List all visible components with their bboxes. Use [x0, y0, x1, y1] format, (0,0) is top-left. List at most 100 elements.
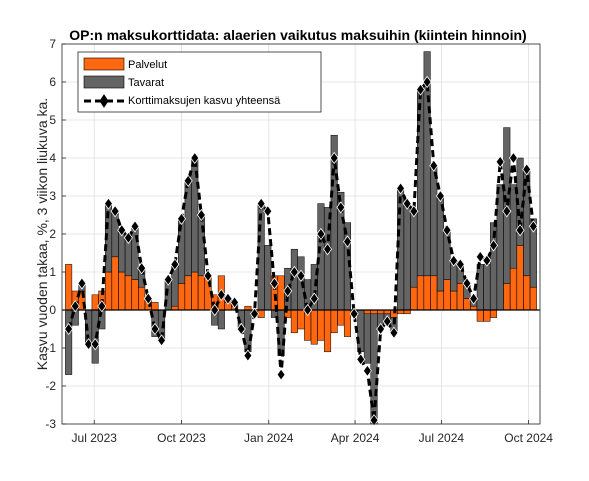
bar-tavarat — [476, 264, 484, 311]
y-tick-label: 7 — [49, 37, 56, 51]
bar-palvelut — [529, 286, 537, 311]
marker-total — [508, 151, 518, 165]
marker-total — [402, 197, 412, 210]
bar-palvelut — [324, 309, 332, 353]
bar-tavarat — [403, 203, 411, 311]
bar-palvelut — [197, 275, 205, 311]
bar-tavarat — [509, 184, 517, 269]
marker-total — [170, 258, 180, 271]
marker-total — [528, 220, 538, 233]
marker-total — [289, 265, 299, 279]
bar-palvelut — [290, 309, 298, 334]
marker-total — [236, 322, 246, 336]
x-axis-ticks: Jul 2023 Oct 2023 Jan 2024 Apr 2024 Jul 2024… — [72, 420, 553, 445]
marker-total — [356, 353, 366, 366]
y-tick-label: 5 — [49, 113, 56, 127]
y-axis-label: Kasvu vuoden takaa, %, 3 viikon liukuva … — [34, 98, 50, 370]
y-tick-label: -3 — [45, 417, 56, 431]
bar-tavarat — [397, 188, 405, 311]
bar-palvelut — [297, 309, 305, 330]
marker-total — [462, 277, 472, 290]
bar-tavarat — [65, 309, 73, 375]
x-tick-label: Oct 2024 — [504, 431, 553, 445]
bar-palvelut — [191, 271, 199, 311]
bar-palvelut — [456, 283, 464, 311]
bar-palvelut — [436, 290, 444, 311]
bar-tavarat — [483, 264, 491, 311]
chart-title: OP:n maksukorttidata: alaerien vaikutus … — [69, 27, 526, 43]
bar-palvelut — [503, 283, 511, 311]
bar-palvelut — [118, 271, 126, 311]
marker-total — [515, 224, 525, 237]
bar-tavarat — [324, 207, 332, 311]
bar-palvelut — [151, 302, 159, 311]
marker-total — [190, 151, 200, 165]
y-tick-label: 4 — [49, 151, 56, 165]
marker-total — [203, 269, 213, 282]
marker-total — [429, 159, 439, 172]
marker-total — [349, 307, 359, 320]
bar-tavarat — [423, 51, 431, 277]
bar-palvelut — [523, 275, 531, 311]
bar-palvelut — [509, 267, 517, 311]
marker-total — [329, 151, 339, 165]
bar-palvelut — [483, 309, 491, 322]
marker-total — [502, 205, 512, 218]
bar-tavarat — [131, 226, 139, 280]
legend-label-total: Korttimaksujen kasvu yhteensä — [128, 95, 281, 107]
y-tick-label: 6 — [49, 75, 56, 89]
marker-total — [283, 284, 293, 298]
marker-total — [362, 364, 372, 377]
bar-palvelut — [91, 294, 99, 311]
x-tick-label: Jul 2024 — [419, 431, 465, 445]
bar-tavarat — [197, 214, 205, 277]
marker-total — [376, 322, 386, 336]
marker-total — [276, 368, 286, 381]
marker-total — [449, 254, 459, 267]
marker-total — [475, 250, 485, 263]
bar-palvelut — [131, 279, 139, 311]
x-tick-label: Apr 2024 — [331, 431, 380, 445]
marker-total — [90, 338, 100, 351]
bar-palvelut — [416, 275, 425, 311]
marker-total — [309, 292, 319, 305]
bar-palvelut — [330, 309, 338, 334]
marker-total — [489, 239, 499, 252]
bar-palvelut — [177, 283, 186, 311]
x-tick-label: Jan 2024 — [244, 431, 294, 445]
marker-total — [522, 163, 532, 176]
legend-swatch-tavarat — [83, 75, 125, 89]
bar-palvelut — [490, 309, 498, 318]
marker-total — [77, 277, 87, 290]
marker-total — [150, 322, 160, 336]
legend-label-palvelut: Palvelut — [128, 59, 167, 71]
marker-total — [230, 296, 240, 309]
y-tick-label: -2 — [45, 379, 56, 393]
marker-total — [183, 174, 193, 187]
bar-tavarat — [217, 309, 225, 330]
marker-total — [64, 322, 74, 336]
marker-total — [196, 208, 206, 222]
bar-palvelut — [343, 309, 351, 337]
bar-palvelut — [317, 309, 325, 341]
bar-palvelut — [463, 298, 471, 311]
x-tick-label: Oct 2023 — [157, 431, 206, 445]
marker-total — [97, 300, 107, 313]
x-tick-label: Jul 2023 — [72, 431, 118, 445]
legend-swatch-total-marker — [99, 94, 109, 108]
y-tick-label: 0 — [49, 303, 56, 317]
marker-total — [157, 334, 167, 347]
legend: Palvelut Tavarat Korttimaksujen kasvu yh… — [77, 51, 322, 113]
bar-palvelut — [516, 245, 524, 311]
marker-total — [130, 220, 140, 233]
marker-total — [110, 205, 120, 218]
marker-total — [250, 307, 260, 320]
marker-total — [210, 303, 220, 317]
bar-palvelut — [450, 290, 458, 311]
bar-tavarat — [118, 229, 126, 273]
marker-total — [303, 303, 313, 317]
bar-tavarat — [111, 210, 119, 258]
marker-total — [396, 182, 406, 195]
marker-total — [442, 224, 452, 237]
